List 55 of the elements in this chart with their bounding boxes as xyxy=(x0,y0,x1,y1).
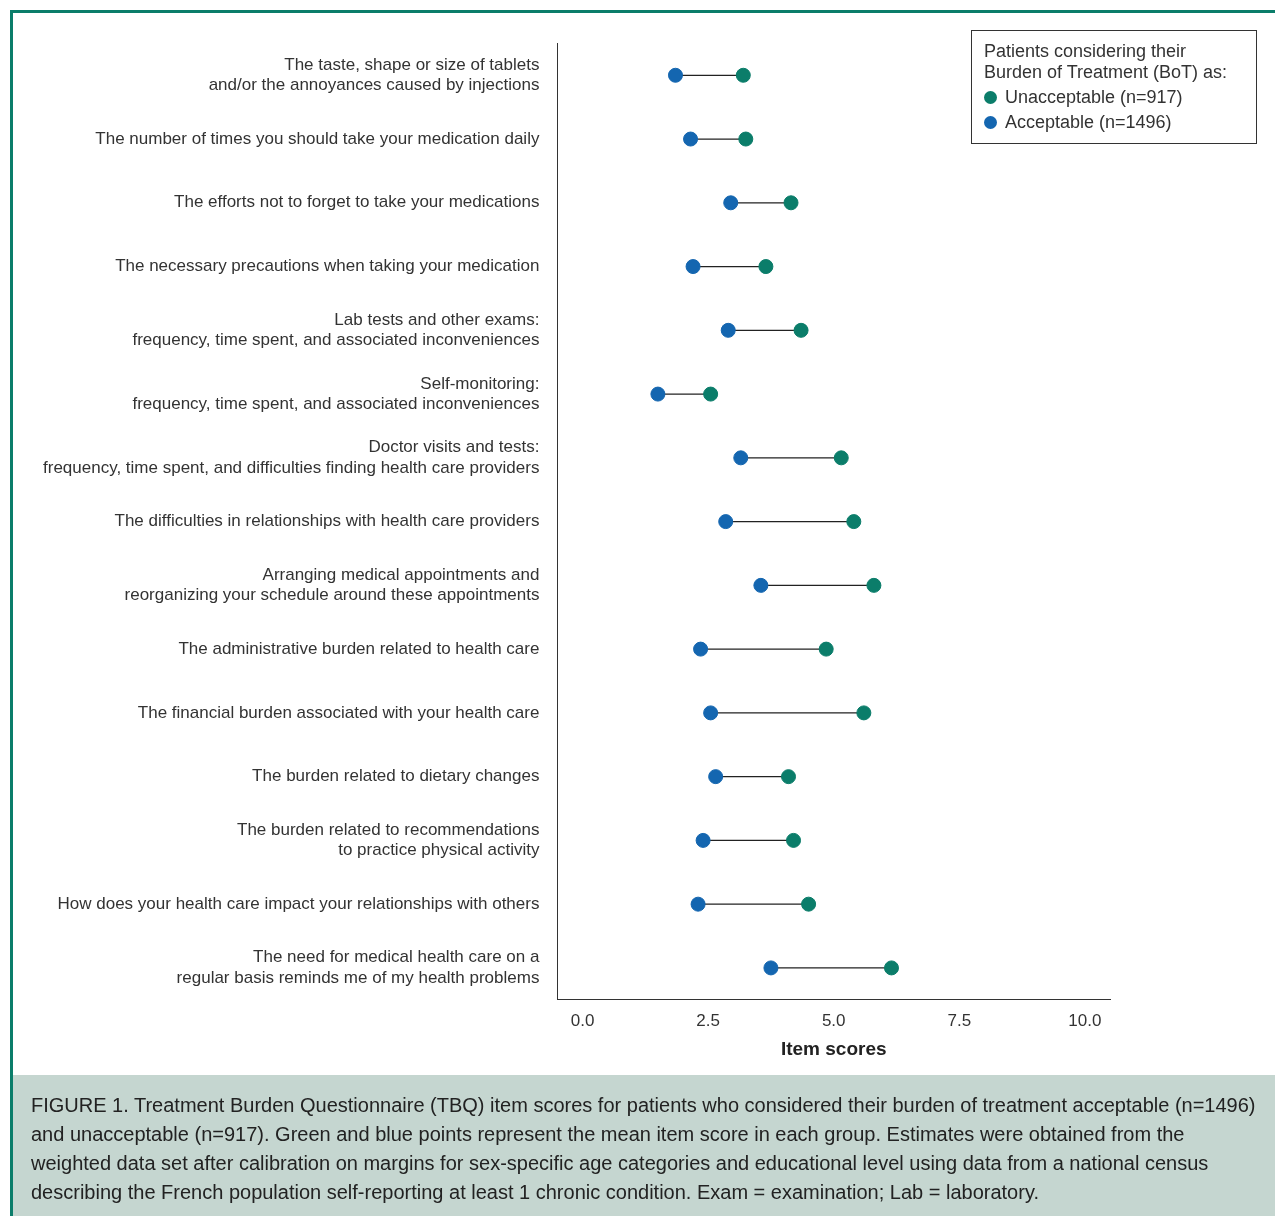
point xyxy=(735,67,751,83)
y-tick-label: Doctor visits and tests: frequency, time spent, and difficulties finding health care providers xyxy=(42,437,540,477)
point xyxy=(703,705,719,721)
point xyxy=(693,641,709,657)
point xyxy=(695,832,711,848)
y-tick-label: The administrative burden related to health care xyxy=(178,638,540,658)
point xyxy=(833,450,849,466)
point xyxy=(683,131,699,147)
y-tick-label: The number of times you should take your medication daily xyxy=(95,128,540,148)
y-tick-label: The taste, shape or size of tablets and/or the annoyances caused by injections xyxy=(208,54,540,95)
x-tick-label: 7.5 xyxy=(947,1010,972,1030)
x-tick-label: 2.5 xyxy=(696,1010,720,1030)
point xyxy=(856,705,872,721)
x-tick-label: 5.0 xyxy=(821,1010,846,1030)
y-tick-label: The need for medical health care on a regular basis reminds me of my health problems xyxy=(176,947,540,987)
point xyxy=(758,259,774,275)
legend-label: Unacceptable (n=917) xyxy=(1005,87,1183,108)
y-tick-label: Arranging medical appointments and reorganizing your schedule around these appointments xyxy=(124,564,540,605)
y-tick-label: The efforts not to forget to take your medications xyxy=(174,192,540,212)
legend-label: Acceptable (n=1496) xyxy=(1005,112,1172,133)
x-tick-label: 10.0 xyxy=(1068,1010,1102,1030)
point xyxy=(818,641,834,657)
y-tick-label: Self-monitoring: frequency, time spent, and associated inconveniences xyxy=(132,373,540,413)
point xyxy=(883,960,899,976)
point xyxy=(801,896,817,912)
point xyxy=(753,577,769,593)
point xyxy=(733,450,749,466)
y-tick-label: The difficulties in relationships with health care providers xyxy=(114,511,540,531)
point xyxy=(708,769,724,785)
point xyxy=(738,131,754,147)
point xyxy=(763,960,779,976)
y-tick-label: The necessary precautions when taking your medication xyxy=(115,256,540,276)
legend-title: Patients considering their Burden of Treatment (BoT) as: xyxy=(984,41,1229,83)
point xyxy=(690,896,706,912)
y-tick-label: Lab tests and other exams: frequency, time spent, and associated inconveniences xyxy=(132,309,540,350)
point xyxy=(685,259,701,275)
point xyxy=(781,769,796,785)
point xyxy=(783,195,799,211)
caption: FIGURE 1. Treatment Burden Questionnaire (TBQ) item scores for patients who considered their burden of treatment acceptable (n=1496) and unacceptable (n=917). Green and blue points represent the mean item score in each group. Estimates were obtained from the weighted data set after calibration on margins for sex-specific age categories and educational level using data from a national census describing the French population self-reporting at least 1 chronic condition. Exam = examination; Lab = laboratory. xyxy=(31,1093,1257,1205)
x-axis-title: Item scores xyxy=(780,1037,887,1059)
y-tick-label: How does your health care impact your relationships with others xyxy=(57,893,540,913)
point xyxy=(723,195,739,211)
point xyxy=(786,832,802,848)
point xyxy=(793,322,809,338)
point xyxy=(720,322,736,338)
point xyxy=(846,514,862,530)
y-tick-label: The financial burden associated with your health care xyxy=(137,702,540,722)
point xyxy=(866,577,882,593)
y-tick-label: The burden related to dietary changes xyxy=(252,766,540,786)
point xyxy=(703,386,719,402)
point xyxy=(718,514,734,530)
point xyxy=(667,67,683,83)
y-tick-label: The burden related to recommendations to practice physical activity xyxy=(237,819,540,860)
x-tick-label: 0.0 xyxy=(570,1010,595,1030)
point xyxy=(650,386,666,402)
